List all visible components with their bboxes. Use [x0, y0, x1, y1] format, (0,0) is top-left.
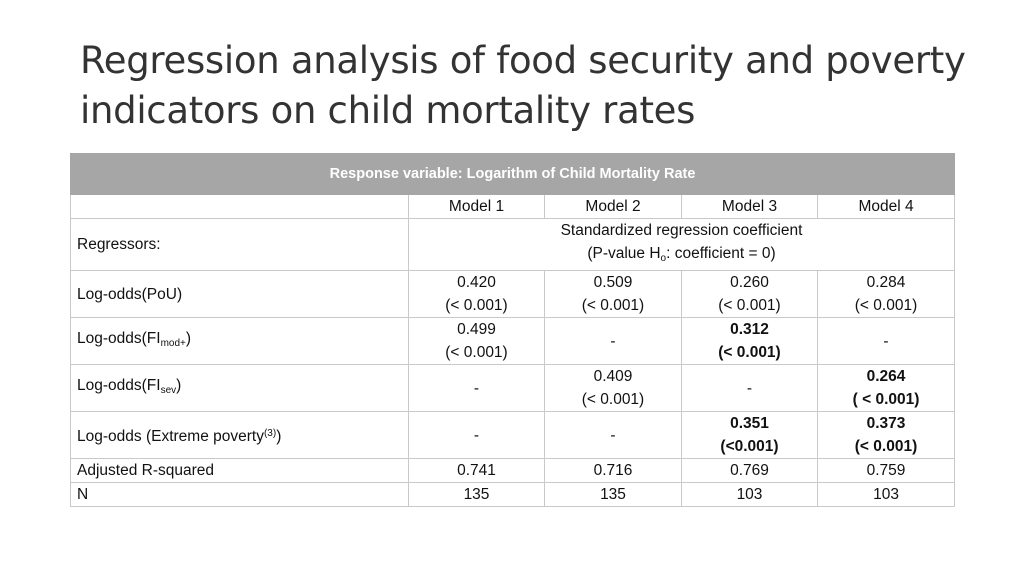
cell-adj-r2-m1: 0.741 [408, 458, 545, 483]
cell-adj-r2-m3: 0.769 [681, 458, 818, 483]
cell-fi-sev-m1: - [408, 364, 545, 412]
response-header-row: Response variable: Logarithm of Child Mo… [69, 153, 956, 195]
coefficient-description: Standardized regression coefficient (P-v… [407, 218, 956, 271]
cell-fi-mod-m1: 0.499 (< 0.001) [408, 317, 545, 365]
cell-fi-mod-m2: - [544, 317, 682, 365]
cell-n-m2: 135 [544, 482, 682, 507]
cell-poverty-m2: - [544, 411, 682, 459]
model-header-row: Model 1 Model 2 Model 3 Model 4 [70, 194, 956, 219]
table-row-fi-mod: Log-odds(FImod+) 0.499 (< 0.001) - 0.312(… [70, 317, 956, 365]
row-label-fi-mod: Log-odds(FImod+) [70, 317, 409, 365]
coef-label-line2-sub: o [660, 253, 667, 264]
cell-n-m1: 135 [408, 482, 545, 507]
cell-poverty-m3: 0.351 (<0.001) [681, 411, 818, 459]
model-3-header: Model 3 [681, 194, 818, 219]
cell-pou-m1: 0.420 (< 0.001) [408, 270, 545, 318]
response-header: Response variable: Logarithm of Child Mo… [69, 153, 956, 195]
cell-fi-mod-m4: - [816, 317, 956, 365]
cell-fi-sev-m3: - [681, 364, 818, 412]
table-row-fi-sev: Log-odds(FIsev) - 0.409 (< 0.001) - 0.264… [70, 364, 956, 412]
cell-n-m4: 103 [816, 482, 956, 507]
cell-fi-sev-m4: 0.264( < 0.001) [816, 364, 956, 412]
regressors-row: Regressors: Standardized regression coef… [70, 218, 956, 271]
table-row-extreme-poverty: Log-odds (Extreme poverty(3)) - - 0.351(… [70, 411, 956, 459]
table-row-pou: Log-odds(PoU) 0.420 (< 0.001) 0.509 (< 0.0… [70, 270, 956, 318]
cell-fi-mod-m3: 0.312 (< 0.001) [681, 317, 818, 365]
page-title: Regression analysis of food security and… [80, 39, 966, 132]
row-label-adj-r2: Adjusted R-squared [70, 458, 409, 483]
model-4-header: Model 4 [816, 194, 956, 219]
model-1-header: Model 1 [408, 194, 545, 219]
coef-label-line2-post: : coefficient = 0) [666, 245, 776, 262]
cell-n-m3: 103 [681, 482, 818, 507]
table-row-n: N 135 135 103 103 [70, 482, 956, 507]
row-label-n: N [70, 482, 409, 507]
coef-label-line1: Standardized regression coefficient [560, 222, 803, 239]
coef-label-line2-pre: (P-value H [587, 245, 661, 262]
cell-pou-m4: 0.284 (< 0.001) [816, 270, 956, 318]
cell-pou-m2: 0.509 (< 0.001) [544, 270, 682, 318]
regressors-label: Regressors: [70, 218, 409, 271]
row-label-extreme-poverty: Log-odds (Extreme poverty(3)) [70, 411, 409, 459]
cell-poverty-m4: 0.373 (< 0.001) [816, 411, 956, 459]
empty-corner-cell [70, 194, 409, 219]
cell-fi-sev-m2: 0.409 (< 0.001) [544, 364, 682, 412]
cell-adj-r2-m4: 0.759 [816, 458, 956, 483]
row-label-pou: Log-odds(PoU) [70, 270, 409, 318]
cell-adj-r2-m2: 0.716 [544, 458, 682, 483]
regression-table: Response variable: Logarithm of Child Mo… [69, 153, 956, 507]
table-row-adj-r2: Adjusted R-squared 0.741 0.716 0.769 0.7… [70, 458, 956, 483]
model-2-header: Model 2 [544, 194, 682, 219]
row-label-fi-sev: Log-odds(FIsev) [70, 364, 409, 412]
cell-poverty-m1: - [408, 411, 545, 459]
cell-pou-m3: 0.260 (< 0.001) [681, 270, 818, 318]
